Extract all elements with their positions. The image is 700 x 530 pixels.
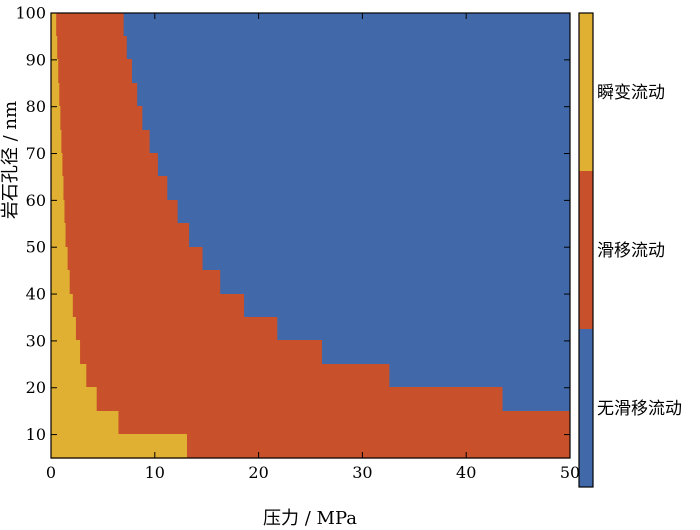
y-tick-label: 100 — [15, 4, 46, 23]
transitional-band — [51, 223, 66, 249]
slip-band — [51, 36, 127, 61]
transitional-band — [51, 340, 81, 366]
slip-band — [51, 411, 570, 436]
transitional-band — [51, 83, 60, 108]
slip-band — [51, 153, 158, 178]
y-tick-label: 50 — [26, 238, 46, 257]
y-tick-label: 80 — [26, 97, 46, 116]
transitional-band — [51, 434, 187, 459]
y-tick-label: 10 — [26, 425, 46, 444]
x-tick-label: 0 — [46, 463, 56, 482]
slip-band — [51, 106, 143, 132]
colorbar-segment — [579, 329, 593, 488]
transitional-band — [51, 294, 73, 319]
transitional-band — [51, 200, 65, 225]
transitional-band — [51, 387, 97, 413]
y-tick-label: 20 — [26, 378, 46, 397]
transitional-band — [51, 411, 119, 436]
transitional-band — [51, 247, 68, 272]
x-tick-label: 20 — [248, 463, 268, 482]
transitional-band — [51, 106, 61, 132]
slip-band — [51, 13, 124, 38]
transitional-band — [51, 153, 63, 178]
x-tick-label: 40 — [456, 463, 476, 482]
transitional-band — [51, 13, 57, 38]
slip-band — [51, 387, 503, 413]
colorbar-label: 滑移流动 — [597, 241, 665, 261]
slip-band — [51, 83, 138, 108]
x-axis-ticks: 0 10 20 30 40 50 — [46, 13, 580, 482]
x-tick-label: 10 — [145, 463, 165, 482]
slip-band — [51, 340, 322, 366]
colorbar-segment — [579, 13, 593, 172]
x-tick-label: 30 — [352, 463, 372, 482]
colorbar-label: 无滑移流动 — [597, 399, 682, 419]
x-axis-label: 压力 / MPa — [263, 508, 357, 529]
y-axis-label: 岩石孔径 / nm — [0, 101, 21, 219]
y-tick-label: 90 — [26, 50, 46, 69]
slip-band — [51, 270, 221, 296]
transitional-band — [51, 130, 62, 155]
y-axis-ticks: 10 20 30 40 50 60 70 80 90 100 — [15, 4, 570, 444]
flow-regime-bands — [51, 13, 570, 459]
y-tick-label: 40 — [26, 285, 46, 304]
x-tick-label: 50 — [560, 463, 580, 482]
slip-band — [51, 364, 390, 389]
colorbar-label: 瞬变流动 — [597, 83, 665, 103]
transitional-band — [51, 176, 64, 202]
transitional-band — [51, 364, 87, 389]
slip-band — [51, 176, 168, 202]
slip-band — [51, 130, 150, 155]
y-tick-label: 60 — [26, 191, 46, 210]
transitional-band — [51, 270, 70, 296]
slip-band — [51, 294, 245, 319]
y-tick-label: 70 — [26, 144, 46, 163]
y-tick-label: 30 — [26, 331, 46, 350]
transitional-band — [51, 36, 58, 61]
slip-band — [51, 223, 190, 249]
plot-frame — [50, 12, 571, 459]
colorbar-segment — [579, 171, 593, 330]
slip-band — [51, 247, 203, 272]
slip-band — [51, 59, 132, 85]
transitional-band — [51, 317, 76, 342]
slip-band — [51, 317, 278, 342]
slip-band — [51, 200, 178, 225]
transitional-band — [51, 59, 59, 85]
colorbar-frame — [578, 12, 594, 488]
